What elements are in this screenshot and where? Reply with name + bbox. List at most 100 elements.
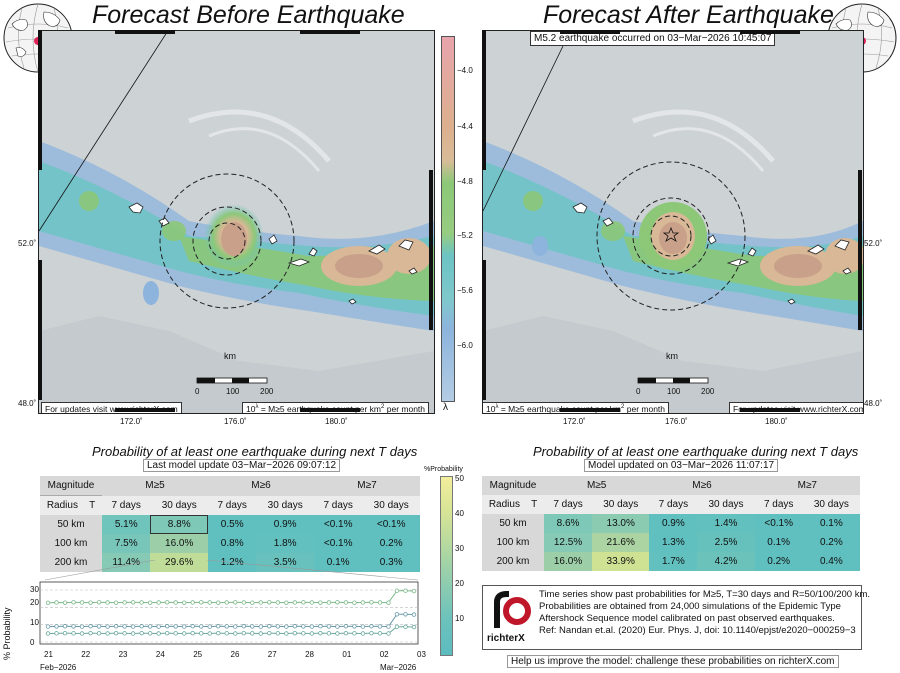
prob-cell: 0.1% <box>802 514 860 533</box>
series-point <box>216 630 221 636</box>
prob-cell: <0.1% <box>313 515 363 534</box>
series-point <box>284 631 289 636</box>
chart-month-left: Feb−2026 <box>40 663 77 672</box>
series-point <box>250 600 255 605</box>
series-point <box>147 631 153 636</box>
period-header: 7 days <box>754 495 803 514</box>
series-point <box>181 631 187 636</box>
series-point <box>335 600 340 605</box>
prob-cell: 0.1% <box>754 533 803 552</box>
series-point <box>326 631 332 636</box>
series-point <box>207 631 212 636</box>
right-frame-tick <box>740 408 800 412</box>
series-point <box>156 631 161 636</box>
mag-header: M≥7 <box>754 476 860 495</box>
series-point <box>199 631 204 636</box>
mag-header: M≥6 <box>207 476 314 496</box>
prob-cell: 8.8% <box>150 515 208 534</box>
chart-month-right: Mar−2026 <box>380 663 417 672</box>
series-point <box>122 624 127 629</box>
cb-label: λ <box>443 402 448 413</box>
series-point <box>318 600 323 605</box>
period-header: 7 days <box>544 495 593 514</box>
cb-tick: −5.6 <box>457 286 473 295</box>
scale-tick-0-right: 0 <box>636 387 641 396</box>
left-updates-note: For updates visit www.richterX.com <box>41 402 182 413</box>
prob-cell: 0.9% <box>256 515 314 534</box>
prob-cell: 0.8% <box>207 534 257 553</box>
series-point <box>105 631 110 636</box>
scale-tick-200-right: 200 <box>701 387 715 396</box>
chart-x-tick: 27 <box>267 650 277 659</box>
series-point <box>224 631 229 636</box>
left-frame-tick <box>300 30 360 34</box>
series-point <box>335 631 340 636</box>
series-point <box>326 624 332 629</box>
series-point <box>267 600 272 605</box>
chart-x-tick: 24 <box>155 650 165 659</box>
series-point <box>386 624 391 629</box>
right-frame-tick <box>560 30 620 34</box>
period-header: 7 days <box>207 495 257 515</box>
series-point <box>369 624 374 629</box>
prob-cell: 0.5% <box>207 515 257 534</box>
period-header: 30 days <box>362 495 420 515</box>
left-frame-tick <box>115 408 175 412</box>
prob-cell: 12.5% <box>544 533 593 552</box>
help-link[interactable]: Help us improve the model: challenge the… <box>507 655 839 668</box>
right-map-title: Forecast After Earthquake <box>543 1 834 29</box>
right-y-tick: 52.0˚ <box>864 239 883 248</box>
prob-cb-tick: 40 <box>455 509 464 518</box>
prob-cb-tick: 50 <box>455 474 464 483</box>
right-frame-tick <box>740 30 800 34</box>
period-header: 7 days <box>649 495 698 514</box>
left-frame-tick <box>115 30 175 34</box>
series-point <box>343 624 349 629</box>
series-point <box>199 624 204 629</box>
series-point <box>164 624 170 629</box>
series-point <box>292 630 298 636</box>
prob-cell: 0.2% <box>802 533 860 552</box>
right-x-tick: 180.0˚ <box>765 417 788 426</box>
probability-timeseries-chart <box>39 560 419 645</box>
cb-tick: −6.0 <box>457 341 473 350</box>
series-point <box>224 624 229 629</box>
series-point <box>105 624 110 629</box>
prob-cell: 29.6% <box>150 553 208 572</box>
series-point <box>267 624 272 629</box>
series-point <box>88 600 93 605</box>
series-point <box>113 600 119 605</box>
chart-x-tick: 03 <box>417 650 426 659</box>
prob-cell: <0.1% <box>313 534 363 553</box>
period-header: 7 days <box>313 495 363 515</box>
series-point <box>377 631 383 636</box>
prob-cb-tick: 20 <box>455 579 464 588</box>
series-point <box>241 600 246 605</box>
prob-cell: <0.1% <box>754 514 803 533</box>
series-point <box>54 624 59 629</box>
left-frame-tick <box>429 170 433 330</box>
info-box: richterX Time series show past probabili… <box>482 585 870 650</box>
chart-x-tick: 22 <box>81 650 91 659</box>
right-prob-subtitle: Model updated on 03−Mar−2026 11:07:17 <box>584 459 779 472</box>
series-point <box>335 624 340 629</box>
series-point <box>411 624 417 630</box>
period-header: 30 days <box>697 495 755 514</box>
right-frame-tick <box>858 170 862 330</box>
quake-occurred-note: M5.2 earthquake occurred on 03−Mar−2026 … <box>530 31 776 46</box>
cb-tick: −4.0 <box>457 66 473 75</box>
series-point <box>88 624 93 629</box>
left-frame-tick <box>38 260 42 400</box>
series-point <box>45 624 51 629</box>
left-frame-tick <box>38 30 42 170</box>
series-point <box>139 630 144 636</box>
series-point <box>403 588 408 593</box>
prob-cell: 21.6% <box>592 533 650 552</box>
epicenter-star-icon <box>662 226 680 242</box>
series-point <box>403 612 408 617</box>
info-line: Aftershock Sequence model calibrated on … <box>539 613 835 624</box>
right-x-tick: 172.0˚ <box>563 417 586 426</box>
prob-cell: 0.4% <box>802 552 860 571</box>
series-point <box>96 631 102 636</box>
info-line: Time series show past probabilities for … <box>539 589 871 600</box>
